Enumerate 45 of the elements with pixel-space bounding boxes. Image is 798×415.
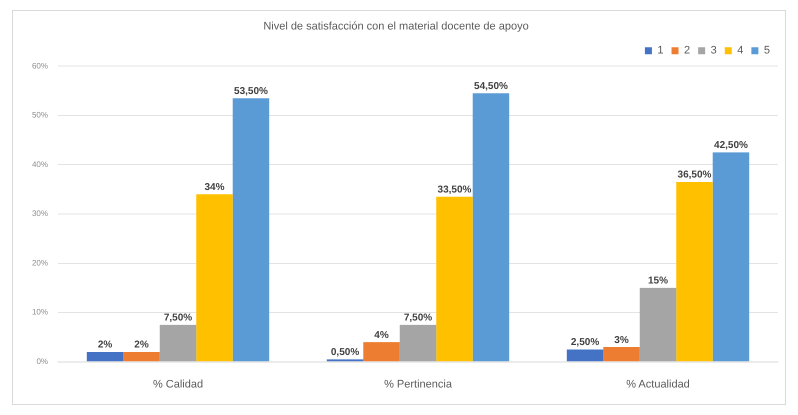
legend-label: 2 <box>684 44 690 57</box>
data-label: 54,50% <box>474 81 508 92</box>
data-label: 34% <box>204 182 225 194</box>
bar <box>676 182 713 362</box>
y-tick-label: 10% <box>32 308 48 317</box>
bar <box>640 288 676 362</box>
bar <box>472 93 510 362</box>
bar <box>123 352 160 362</box>
bar <box>232 98 270 362</box>
legend-label: 1 <box>657 44 664 57</box>
bar <box>436 196 473 362</box>
bar <box>712 152 750 362</box>
data-label: 7,50% <box>164 312 192 324</box>
x-tick-label: % Pertinencia <box>384 378 453 390</box>
data-label: 36,50% <box>678 170 712 181</box>
x-tick-label: % Calidad <box>152 378 204 390</box>
bar <box>86 352 124 362</box>
bar <box>566 349 604 362</box>
data-label: 3% <box>614 334 629 346</box>
data-label: 2% <box>134 340 149 351</box>
bar <box>160 324 196 362</box>
bar <box>603 347 640 362</box>
chart-title: Nivel de satisfacción con el material docente de apoyo <box>263 20 529 33</box>
y-tick-label: 50% <box>32 110 48 120</box>
data-label: 2,50% <box>570 337 600 348</box>
data-label: 7,50% <box>404 312 432 324</box>
y-tick-label: 60% <box>32 61 48 70</box>
legend-label: 5 <box>764 44 770 57</box>
y-tick-label: 40% <box>32 160 48 169</box>
data-label: 4% <box>374 330 389 341</box>
y-tick-label: 20% <box>32 258 48 268</box>
data-label: 0,50% <box>330 347 360 358</box>
data-label: 2% <box>98 340 112 351</box>
data-label: 42,50% <box>714 140 748 152</box>
y-tick-label: 0% <box>36 357 48 366</box>
bar <box>400 324 436 362</box>
data-label: 15% <box>648 276 668 287</box>
bar <box>363 342 400 362</box>
legend-label: 3 <box>710 44 717 57</box>
bar <box>196 194 233 362</box>
data-label: 33,50% <box>438 184 472 196</box>
x-tick-label: % Actualidad <box>626 378 690 390</box>
data-label: 53,50% <box>234 86 268 97</box>
legend-label: 4 <box>737 44 744 57</box>
y-tick-label: 30% <box>32 209 48 218</box>
